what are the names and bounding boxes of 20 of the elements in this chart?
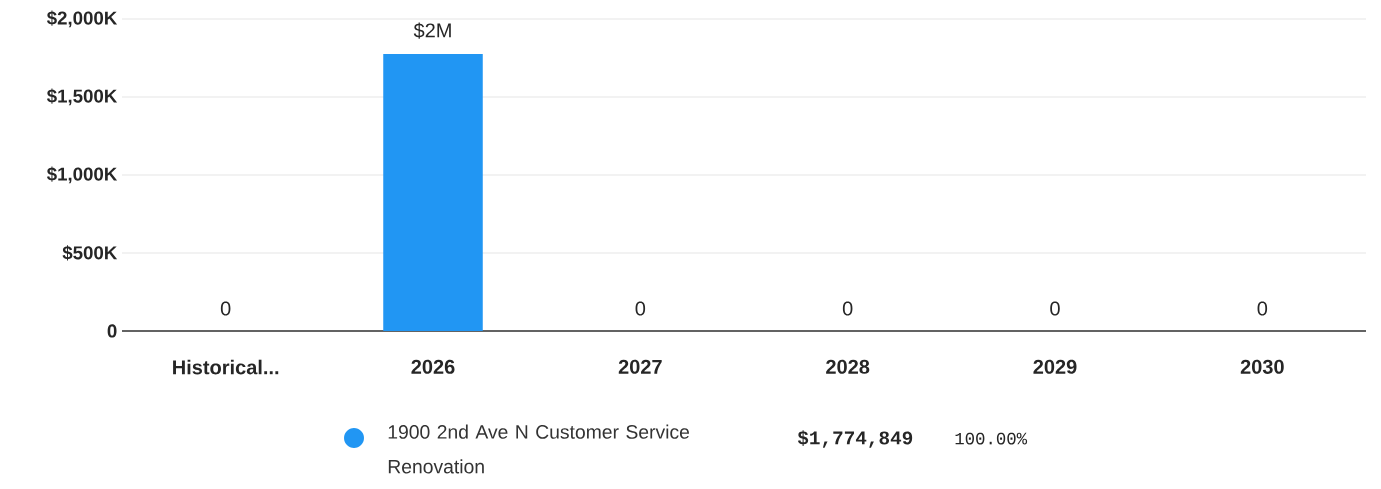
x-tick-label: 2026 — [411, 359, 455, 374]
y-tick-label: $500K — [62, 245, 118, 261]
data-label: 0 — [1050, 301, 1060, 316]
x-tick-label: 2028 — [826, 359, 870, 374]
y-tick-label: $1,000K — [46, 166, 118, 184]
data-label: $2M — [413, 22, 451, 39]
data-label: 0 — [220, 301, 231, 316]
x-tick-label: 2030 — [1240, 359, 1284, 374]
x-tick-label: 2029 — [1033, 359, 1077, 374]
x-tick-label: 2027 — [618, 359, 662, 374]
legend-label: 1900 2nd Ave N Customer Service Renovation — [388, 424, 690, 474]
text: 100.00% — [955, 432, 1028, 445]
data-label: 0 — [842, 301, 853, 316]
y-tick-label: $2,000K — [46, 10, 118, 28]
data-label: 0 — [635, 301, 646, 316]
y-tick-label: 0 — [107, 324, 117, 338]
text: $1,774,849 — [797, 430, 913, 448]
x-tick-label: Historical... — [173, 359, 279, 375]
y-tick-label: $1,500K — [46, 88, 118, 106]
data-label: 0 — [1257, 301, 1268, 316]
